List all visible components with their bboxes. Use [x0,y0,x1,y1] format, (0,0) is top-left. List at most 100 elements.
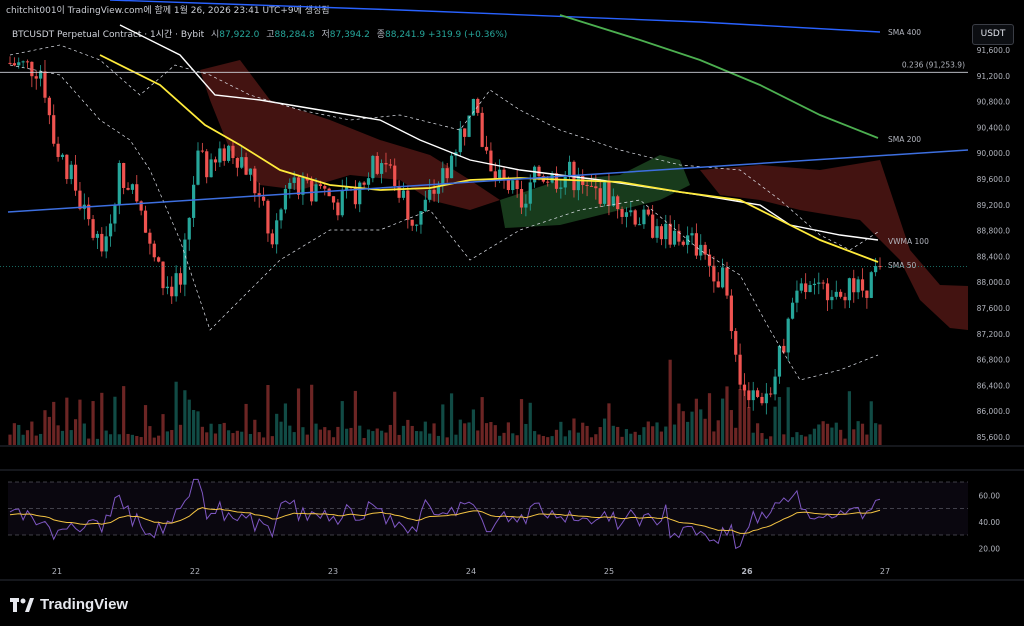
candle-body [839,291,843,297]
volume-bar [860,423,865,445]
low-value: 87,394.2 [329,30,370,40]
candle-body [222,148,226,161]
volume-bar [362,437,366,445]
volume-bar [834,422,838,445]
volume-bar [602,418,607,445]
volume-bar [135,435,139,445]
volume-bar [327,430,331,445]
candle-body [226,145,231,161]
axes: 91,600.0 91,200.0 90,800.0 90,400.0 90,000.0… [0,46,1024,581]
volume-bar [607,403,611,445]
candle-body [703,244,707,255]
price-tick-label: 90,000.0 [977,149,1011,158]
volume-bar [874,423,878,445]
candle-body [397,185,401,198]
symbol-name[interactable]: BTCUSDT Perpetual Contract · 1시간 · Bybit [12,30,205,40]
candle-body [589,185,594,187]
candle-body [664,223,668,240]
candle-body [410,219,414,226]
candle-body [393,165,397,186]
candle-body [130,184,135,190]
price-tick-label: 88,400.0 [977,252,1011,261]
volume-bar [598,427,602,445]
candle-body [729,295,733,332]
candle-body [825,283,830,301]
candle-body [869,272,873,298]
volume-bar [651,426,655,445]
candle-body [576,176,580,191]
candle-body [104,236,108,252]
candle-body [537,166,541,177]
candle-body [598,188,602,204]
candle-body [659,226,664,240]
rsi-ma-line [9,507,881,534]
candle-body [165,286,169,289]
candle-body [8,62,12,64]
volume-bar [567,430,572,445]
candle-body [25,61,30,63]
currency-button[interactable]: USDT [972,24,1014,45]
volume-bar [804,436,808,445]
volume-bar [869,401,873,445]
candle-body [196,150,200,185]
volume-bar [69,430,73,445]
volume-bar [449,393,454,445]
tradingview-brand[interactable]: TradingView [10,596,128,613]
candle-body [240,157,244,168]
volume-bar [795,432,799,445]
volume-bar [178,424,183,445]
candle-body [585,184,589,186]
volume-bar [686,421,690,445]
volume-bar [769,436,773,445]
candle-body [515,180,519,189]
volume-bar [340,401,344,445]
candle-body [336,202,340,216]
candle-body [493,171,497,181]
volume-bar [196,411,200,445]
time-tick-label: 25 [604,567,614,576]
candle-body [699,244,703,256]
volume-bar [471,409,476,445]
volume-bar [458,419,462,445]
volume-bar [476,430,480,445]
candle-body [738,354,742,385]
time-tick-label: 27 [880,567,890,576]
volume-bar [751,432,755,445]
volume-bar [856,421,860,445]
price-tick-label: 90,400.0 [977,123,1011,132]
candle-body [721,267,725,288]
time-tick-label: 21 [52,567,62,576]
candle-body [852,278,856,293]
volume-bar [209,423,213,445]
candle-body [161,261,165,289]
candle-body [637,224,642,226]
candle-body [611,196,615,206]
candle-body [218,148,222,163]
candle-body [808,285,812,293]
candle-body [445,168,449,179]
close-value: 88,241.9 [385,30,426,40]
volume-bar [104,430,108,445]
fib-level-label: 0.236 (91,253.9) [902,60,965,69]
candle-body [489,150,493,172]
volume-bar [113,396,117,445]
candle-body [725,267,729,296]
volume-bars [8,359,882,445]
cloud-bearish [200,60,500,210]
candle-body [170,286,174,297]
candle-body [139,201,143,211]
volume-bar [47,416,51,445]
volume-bar [843,438,847,445]
candle-body [476,98,480,113]
volume-bar [393,391,397,445]
candle-body [362,182,366,185]
candle-body [60,154,65,157]
volume-bar [296,388,301,445]
candle-body [458,128,462,153]
volume-bar [790,437,795,445]
volume-bar [21,434,25,445]
close-label: 종 [376,30,385,40]
time-tick-label: 24 [466,567,476,576]
volume-bar [445,437,449,445]
